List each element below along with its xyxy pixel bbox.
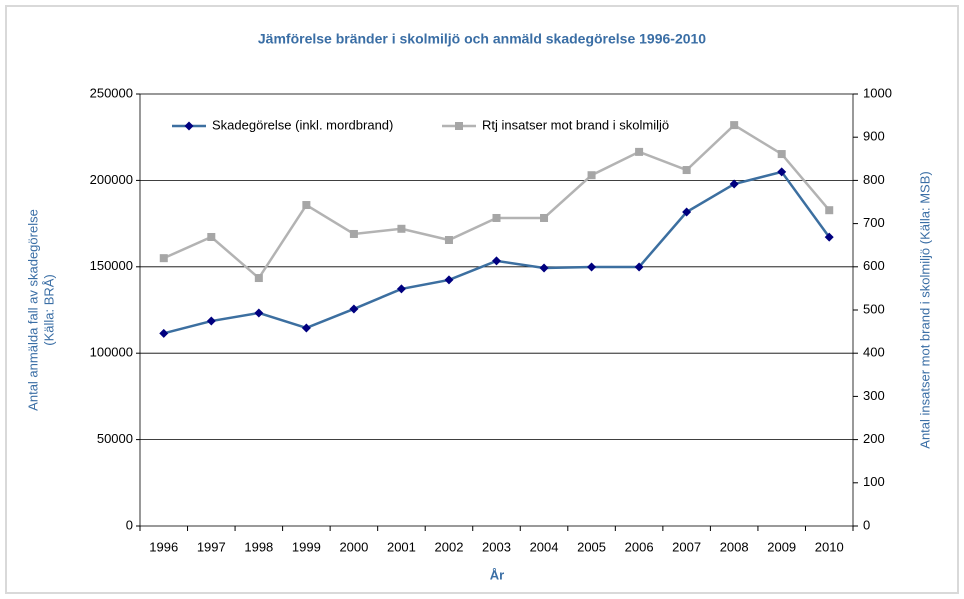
chart-frame <box>5 5 959 594</box>
x-tick-label: 1999 <box>292 539 321 554</box>
point <box>777 167 787 177</box>
y2-tick-label: 700 <box>863 215 885 230</box>
point <box>302 201 311 210</box>
y2-tick-label: 900 <box>863 129 885 144</box>
point <box>397 224 406 233</box>
point <box>254 308 264 318</box>
x-tick-label: 2008 <box>720 539 749 554</box>
point <box>825 206 834 215</box>
point <box>159 328 169 338</box>
y2-tick-label: 800 <box>863 172 885 187</box>
point <box>444 236 453 245</box>
x-tick-label: 1996 <box>149 539 178 554</box>
x-tick-label: 2006 <box>625 539 654 554</box>
plot-frame <box>139 93 854 527</box>
y-tick-label: 0 <box>126 517 133 532</box>
point <box>587 171 596 180</box>
point <box>349 229 358 238</box>
legend-label: Rtj insatser mot brand i skolmiljö <box>482 117 669 132</box>
y2-axis-label: Antal insatser mot brand i skolmiljö (Kä… <box>917 171 932 448</box>
x-tick-label: 2007 <box>672 539 701 554</box>
x-tick-label: 2002 <box>435 539 464 554</box>
point <box>824 232 834 242</box>
y-tick-label: 250000 <box>90 85 133 100</box>
y-tick-label: 50000 <box>97 431 133 446</box>
point <box>206 316 216 326</box>
point <box>396 284 406 294</box>
point <box>492 213 501 222</box>
x-tick-label: 2009 <box>767 539 796 554</box>
y2-tick-label: 300 <box>863 388 885 403</box>
point <box>254 274 263 283</box>
x-axis-label: År <box>490 567 504 582</box>
point <box>777 150 786 159</box>
point <box>682 166 691 175</box>
point <box>540 213 549 222</box>
y2-tick-label: 200 <box>863 431 885 446</box>
point <box>634 262 644 272</box>
point <box>207 232 216 241</box>
y2-tick-label: 400 <box>863 345 885 360</box>
x-tick-label: 2004 <box>530 539 559 554</box>
point <box>539 263 549 273</box>
y2-tick-label: 100 <box>863 474 885 489</box>
y2-tick-label: 500 <box>863 301 885 316</box>
y2-tick-label: 600 <box>863 258 885 273</box>
y-tick-label: 200000 <box>90 172 133 187</box>
legend-label: Skadegörelse (inkl. mordbrand) <box>212 117 393 132</box>
chart-title: Jämförelse bränder i skolmiljö och anmäl… <box>258 31 706 47</box>
point <box>184 121 194 131</box>
x-tick-label: 2005 <box>577 539 606 554</box>
point <box>301 323 311 333</box>
point <box>730 121 739 130</box>
point <box>159 254 168 263</box>
x-tick-label: 2001 <box>387 539 416 554</box>
point <box>729 179 739 189</box>
y-axis-label: (Källa: BRÅ) <box>41 274 56 346</box>
x-tick-label: 2010 <box>815 539 844 554</box>
point <box>492 256 501 266</box>
y2-tick-label: 0 <box>863 517 870 532</box>
point <box>682 207 692 217</box>
point <box>587 262 597 272</box>
y-tick-label: 100000 <box>90 345 133 360</box>
point <box>444 275 454 285</box>
x-tick-label: 2003 <box>482 539 511 554</box>
x-tick-label: 1998 <box>244 539 273 554</box>
y2-tick-label: 1000 <box>863 85 892 100</box>
point <box>349 304 359 314</box>
point <box>455 122 463 130</box>
y-tick-label: 150000 <box>90 258 133 273</box>
point <box>635 147 644 156</box>
y-axis-label: Antal anmälda fall av skadegörelse <box>25 209 40 411</box>
x-tick-label: 2000 <box>339 539 368 554</box>
x-tick-label: 1997 <box>197 539 226 554</box>
